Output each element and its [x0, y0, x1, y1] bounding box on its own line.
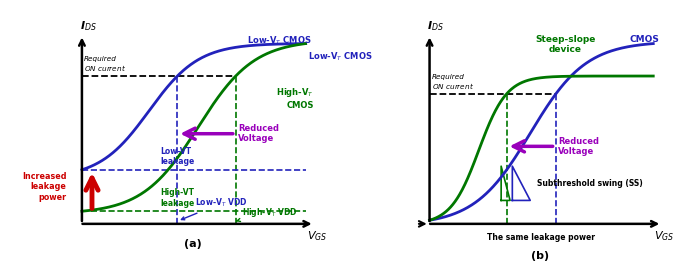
Text: Low-VT
leakage: Low-VT leakage — [160, 147, 195, 166]
Text: Reduced
Voltage: Reduced Voltage — [558, 137, 599, 156]
Text: High-V$_T$
CMOS: High-V$_T$ CMOS — [277, 86, 314, 110]
Text: Reduced
Voltage: Reduced Voltage — [238, 124, 279, 143]
Text: Low-V$_T$ CMOS: Low-V$_T$ CMOS — [308, 51, 373, 63]
Text: High-V$_T$ VDD: High-V$_T$ VDD — [237, 206, 298, 221]
Text: (b): (b) — [532, 251, 549, 261]
Text: Steep-slope
device: Steep-slope device — [535, 35, 595, 54]
Text: I$_{DS}$: I$_{DS}$ — [79, 19, 97, 33]
Text: Required
$ON$ current: Required $ON$ current — [432, 74, 474, 91]
Text: Low-V$_T$ CMOS: Low-V$_T$ CMOS — [247, 35, 312, 47]
Text: Required
$ON$ current: Required $ON$ current — [84, 56, 126, 73]
Text: Increased
leakage
power: Increased leakage power — [22, 172, 66, 202]
Text: I$_{DS}$: I$_{DS}$ — [427, 19, 445, 33]
Text: V$_{GS}$: V$_{GS}$ — [654, 229, 675, 243]
Text: V$_{GS}$: V$_{GS}$ — [307, 229, 327, 243]
Text: CMOS: CMOS — [630, 35, 660, 44]
Text: Low-V$_T$ VDD: Low-V$_T$ VDD — [182, 197, 248, 220]
Text: The same leakage power: The same leakage power — [488, 233, 595, 242]
Text: (a): (a) — [184, 239, 201, 249]
Text: Subthreshold swing (SS): Subthreshold swing (SS) — [537, 179, 643, 188]
Text: High-VT
leakage: High-VT leakage — [160, 188, 195, 208]
